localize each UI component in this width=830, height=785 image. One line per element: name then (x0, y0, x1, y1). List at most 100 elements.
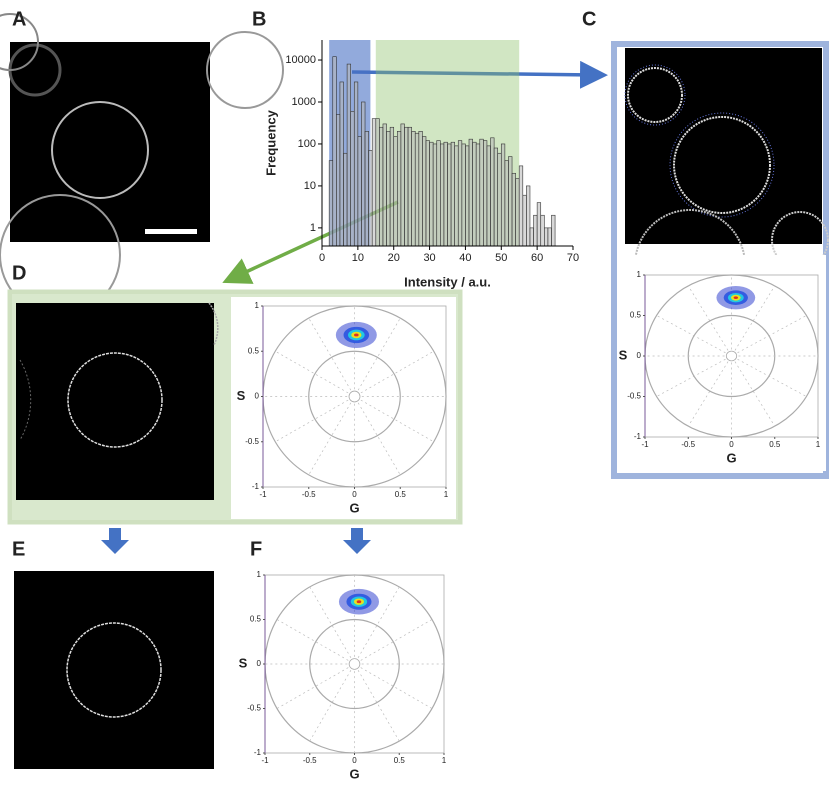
panel-label: F (250, 538, 262, 560)
phasor-cluster (733, 296, 739, 299)
x-tick-label: -1 (259, 490, 267, 499)
bar (468, 138, 473, 247)
y-axis-label: S (619, 347, 628, 362)
bar (353, 81, 359, 247)
y-tick-label: -1 (634, 432, 642, 441)
bar (483, 140, 488, 247)
y-tick-label: 10000 (285, 54, 316, 66)
spoke (275, 399, 349, 443)
panel-label: D (12, 262, 26, 284)
y-tick-label: 1000 (292, 96, 316, 108)
bar (393, 136, 398, 247)
bar (493, 147, 499, 247)
phasor-plot: -1 -0.5 0 0.5 1 -1 -0.5 0 0.5 1 S G (619, 270, 821, 465)
bar (443, 141, 448, 247)
bar (486, 145, 491, 247)
bar (447, 143, 452, 247)
bar (450, 141, 455, 247)
frame-d (7, 289, 463, 525)
spoke (737, 358, 807, 397)
y-tick-label: 0.5 (250, 615, 262, 624)
y-tick-label: 0.5 (248, 346, 260, 355)
y-tick-label: 1 (637, 270, 642, 279)
bar (515, 178, 520, 247)
bar (339, 81, 344, 247)
panel-label: A (12, 8, 26, 30)
bar (479, 138, 484, 247)
x-axis-label: G (726, 450, 736, 465)
spoke (357, 586, 400, 659)
panel-labels: A B C D E F (12, 8, 596, 560)
bar (429, 141, 434, 247)
bar (518, 165, 524, 247)
bar (375, 118, 380, 247)
spoke (276, 667, 349, 709)
bar (457, 140, 463, 247)
bar (379, 126, 384, 247)
spoke (357, 669, 400, 742)
down-arrows (101, 528, 371, 554)
spoke (360, 619, 433, 661)
phasor-plot: -1 -0.5 0 0.5 1 -1 -0.5 0 0.5 1 S G (237, 301, 449, 515)
phasor-cluster (354, 333, 359, 337)
y-axis-label: Frequency (263, 109, 278, 176)
x-tick-label: 0 (319, 252, 325, 264)
bar (386, 131, 391, 247)
x-axis-label: Intensity / a.u. (404, 274, 491, 289)
half-circle (308, 350, 401, 443)
x-tick-label: 0 (352, 490, 357, 499)
histogram: 1 10 100 1000 10000 0 10 20 30 40 50 60 70 Intensity … (263, 40, 579, 289)
y-tick-label: 0 (637, 351, 642, 360)
x-tick-label: 40 (459, 252, 471, 264)
bar (357, 136, 362, 247)
x-tick-label: 70 (567, 252, 579, 264)
x-tick-label: 0 (352, 756, 357, 765)
bar (364, 131, 369, 247)
y-tick-label: -0.5 (627, 392, 641, 401)
x-tick-label: 0 (729, 440, 734, 449)
bar (350, 110, 355, 247)
y-tick-label: 10 (304, 180, 316, 192)
panel-label: C (582, 8, 596, 30)
bar (407, 126, 412, 247)
y-tick-label: 100 (298, 138, 316, 150)
image-c (624, 48, 829, 321)
bar (400, 123, 405, 247)
half-circle (309, 618, 400, 710)
bar (371, 118, 377, 247)
x-tick-label: 1 (442, 756, 447, 765)
spoke (737, 315, 807, 354)
bar (404, 126, 409, 247)
bar (346, 63, 351, 247)
bar (343, 152, 348, 247)
spoke (357, 317, 401, 391)
panel-label: E (12, 538, 25, 560)
center-circle (725, 350, 738, 362)
bar (361, 101, 366, 247)
bar (396, 131, 402, 247)
x-tick-label: 1 (816, 440, 821, 449)
spoke (308, 317, 352, 391)
x-tick-label: -1 (641, 440, 649, 449)
x-tick-label: 1 (444, 490, 449, 499)
bar (511, 172, 516, 247)
x-axis-label: G (349, 500, 359, 515)
bar (432, 143, 438, 247)
spoke (309, 586, 352, 659)
x-tick-label: 50 (495, 252, 507, 264)
bar (540, 214, 545, 247)
spoke (360, 350, 434, 394)
bar (368, 150, 373, 247)
panel-label: B (252, 8, 266, 30)
x-tick-label: 10 (352, 252, 364, 264)
bar (508, 156, 513, 247)
phasor-cluster (356, 600, 362, 604)
x-axis-label: G (349, 766, 359, 781)
bar (551, 214, 556, 247)
bar (533, 214, 538, 247)
bar (465, 145, 470, 247)
bar (382, 123, 387, 247)
y-tick-label: -1 (254, 748, 262, 757)
spoke (276, 619, 349, 661)
